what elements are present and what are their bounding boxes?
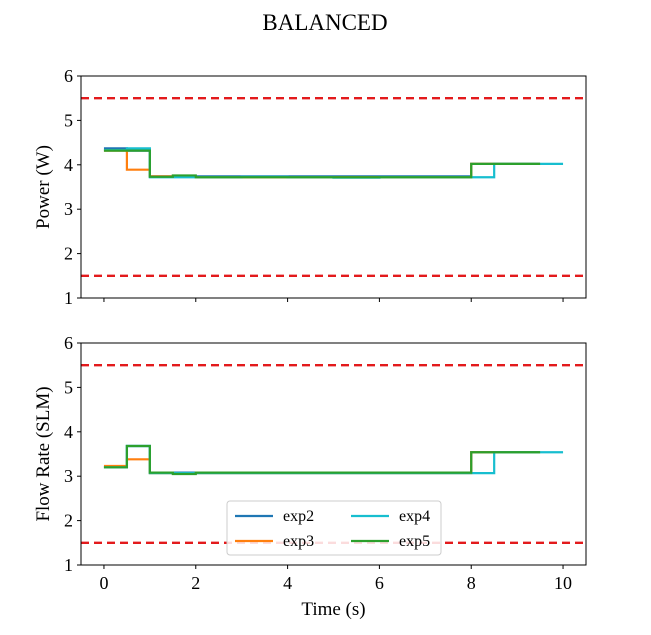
series-line-exp5 (103, 444, 541, 476)
legend-label-exp5: exp5 (399, 533, 430, 550)
y-axis-label: Flow Rate (SLM) (33, 386, 54, 521)
legend-label-exp3: exp3 (283, 533, 314, 550)
series-group (103, 147, 564, 179)
power-chart: 1 2 3 4 5 6 Power (W) (33, 66, 587, 308)
x-tick-label: 10 (554, 573, 572, 593)
y-tick-label: 4 (64, 155, 73, 175)
x-tick-label: 8 (467, 573, 476, 593)
y-tick-label: 3 (64, 199, 73, 219)
plot-frame (80, 342, 587, 566)
y-tick-label: 2 (64, 244, 73, 264)
series-line-exp3 (103, 451, 541, 475)
legend-label-exp4: exp4 (399, 508, 430, 525)
x-axis-label: Time (s) (301, 599, 365, 620)
y-tick-label: 1 (64, 288, 73, 308)
x-tick-label: 6 (375, 573, 384, 593)
y-tick-label: 1 (64, 555, 73, 575)
y-tick-label: 6 (64, 66, 73, 86)
y-tick-label: 3 (64, 466, 73, 486)
x-tick-label: 2 (191, 573, 200, 593)
x-tick-label: 4 (283, 573, 292, 593)
y-tick-label: 2 (64, 511, 73, 531)
series-line-exp5 (103, 149, 541, 179)
figure-title: BALANCED (262, 10, 387, 35)
series-line-exp2 (103, 147, 541, 178)
series-line-exp4 (103, 444, 564, 475)
y-tick-label: 4 (64, 422, 73, 442)
y-tick-label: 5 (64, 377, 73, 397)
x-tick-label: 0 (99, 573, 108, 593)
y-tick-label: 6 (64, 333, 73, 353)
y-tick-label: 5 (64, 110, 73, 130)
legend-label-exp2: exp2 (283, 508, 314, 525)
y-axis-label: Power (W) (33, 145, 54, 229)
series-group (103, 444, 564, 476)
plot-frame (80, 75, 587, 299)
series-line-exp2 (103, 444, 541, 474)
